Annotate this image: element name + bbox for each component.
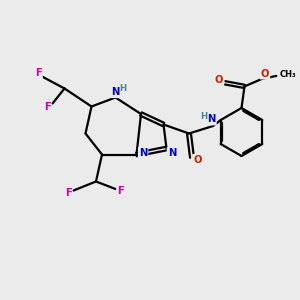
Text: F: F <box>65 188 71 198</box>
Text: F: F <box>44 102 50 112</box>
Text: F: F <box>118 186 124 197</box>
Text: O: O <box>215 75 223 85</box>
Text: H: H <box>119 84 127 93</box>
Text: O: O <box>193 155 202 165</box>
Text: H: H <box>200 112 208 121</box>
Text: O: O <box>261 68 269 79</box>
Text: N: N <box>139 148 147 158</box>
Text: F: F <box>35 68 42 79</box>
Text: CH₃: CH₃ <box>279 70 296 79</box>
Text: N: N <box>207 114 216 124</box>
Text: N: N <box>111 87 120 97</box>
Text: N: N <box>168 148 176 158</box>
